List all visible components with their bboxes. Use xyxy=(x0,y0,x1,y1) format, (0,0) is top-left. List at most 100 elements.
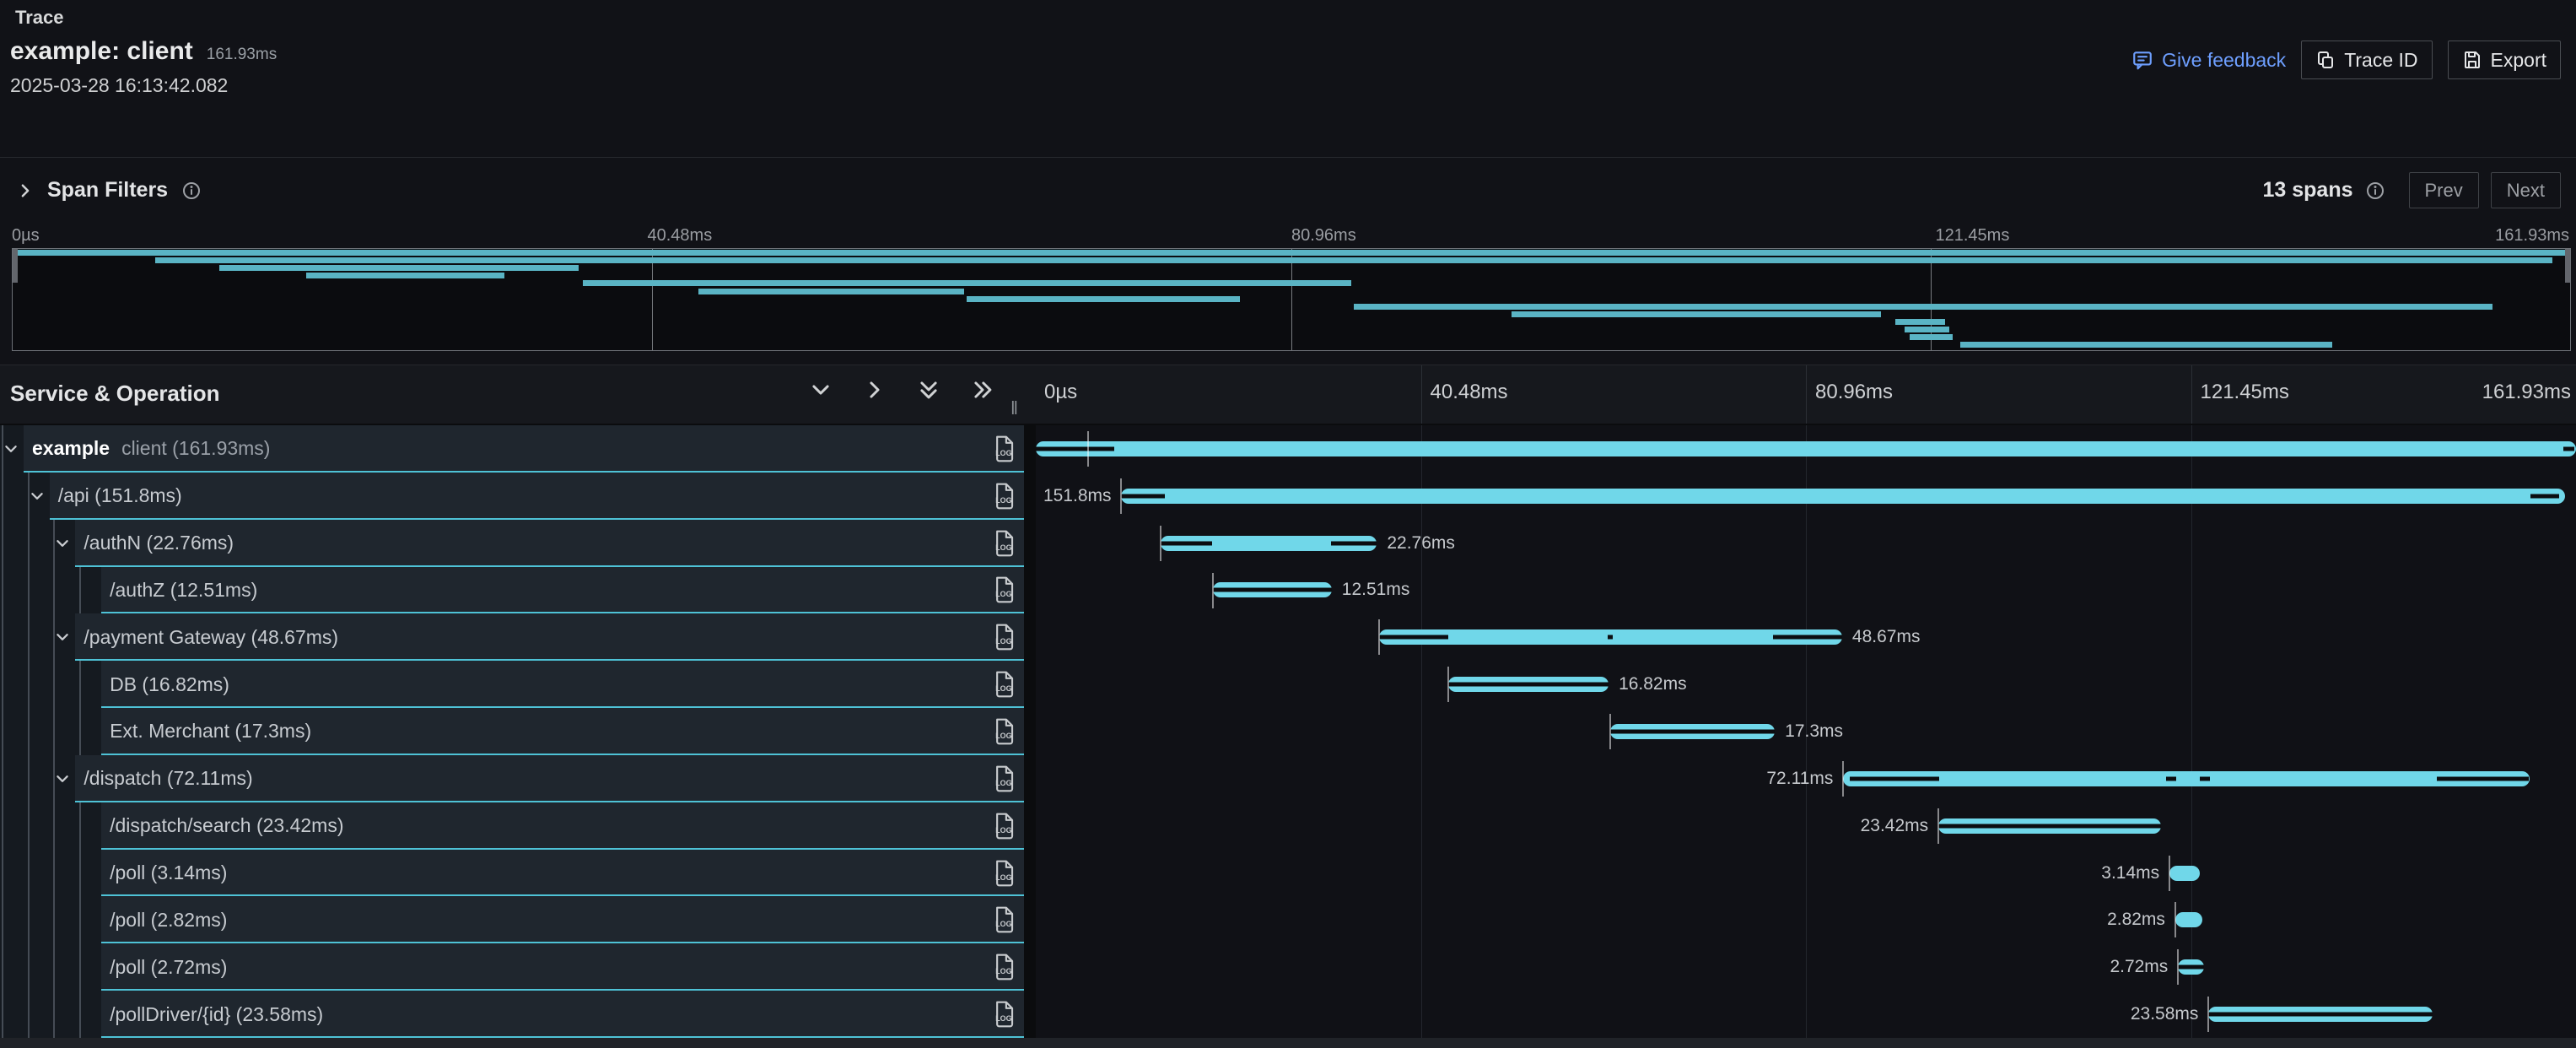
span-name-row[interactable]: /poll (2.72ms) LOG xyxy=(0,943,1024,991)
log-icon[interactable]: LOG xyxy=(992,624,1016,651)
span-bar[interactable] xyxy=(2178,959,2204,975)
span-bar[interactable] xyxy=(1448,677,1609,693)
span-duration-label: 23.42ms xyxy=(1860,815,1929,835)
span-bar[interactable] xyxy=(1036,440,2576,456)
minimap-tick-label: 121.45ms xyxy=(1935,226,2010,245)
span-start-tick xyxy=(1937,808,1940,844)
critical-path-segment xyxy=(2563,446,2575,451)
log-icon[interactable]: LOG xyxy=(992,765,1016,792)
minimap-right-handle[interactable] xyxy=(2565,249,2570,283)
log-icon[interactable]: LOG xyxy=(992,860,1016,886)
span-timeline-row[interactable]: 17.3ms xyxy=(1036,708,2576,755)
info-icon[interactable] xyxy=(181,181,202,201)
collapse-one-level-icon[interactable] xyxy=(864,379,886,401)
log-icon[interactable]: LOG xyxy=(992,813,1016,840)
minimap-span-bar xyxy=(1353,303,2492,310)
trace-minimap[interactable] xyxy=(12,248,2571,351)
log-icon[interactable]: LOG xyxy=(992,435,1016,462)
span-timeline-row[interactable]: 22.76ms xyxy=(1036,520,2576,567)
operation-name: /poll (2.72ms) xyxy=(110,955,228,978)
export-button[interactable]: Export xyxy=(2447,41,2561,79)
span-name-row[interactable]: example client (161.93ms) LOG xyxy=(0,425,1024,473)
minimap-gridline xyxy=(1931,249,1932,350)
indent-guide xyxy=(27,519,30,567)
operation-name: /poll (3.14ms) xyxy=(110,862,228,884)
span-bar[interactable] xyxy=(1843,770,2530,786)
span-name-row[interactable]: /poll (3.14ms) LOG xyxy=(0,849,1024,897)
span-timeline-row[interactable]: 2.82ms xyxy=(1036,896,2576,943)
span-bar[interactable] xyxy=(1379,629,1842,646)
span-timeline-row[interactable]: 72.11ms xyxy=(1036,755,2576,802)
span-timeline-row[interactable] xyxy=(1036,425,2576,473)
span-bar[interactable] xyxy=(2208,1007,2433,1023)
span-timeline-row[interactable]: 16.82ms xyxy=(1036,661,2576,708)
span-name-row[interactable]: DB (16.82ms) LOG xyxy=(0,661,1024,709)
timeline-gridline xyxy=(1806,425,1807,1038)
ruler-tick-label: 161.93ms xyxy=(2482,381,2571,403)
horizontal-scrollbar[interactable] xyxy=(0,1038,2576,1048)
span-name-row[interactable]: /dispatch/search (23.42ms) LOG xyxy=(0,802,1024,850)
indent-guide xyxy=(2,896,3,944)
log-icon[interactable]: LOG xyxy=(992,1001,1016,1028)
next-span-button[interactable]: Next xyxy=(2490,172,2561,208)
log-icon[interactable]: LOG xyxy=(992,671,1016,698)
span-bar[interactable] xyxy=(1160,535,1377,551)
log-icon[interactable]: LOG xyxy=(992,530,1016,556)
indent-guide xyxy=(27,708,30,755)
expand-one-level-icon[interactable] xyxy=(810,379,832,401)
chevron-down-icon[interactable] xyxy=(55,536,70,551)
chevron-down-icon[interactable] xyxy=(3,441,19,456)
critical-path-segment xyxy=(1850,776,1940,781)
span-timeline-row[interactable]: 23.58ms xyxy=(1036,991,2576,1038)
span-timeline-row[interactable]: 23.42ms xyxy=(1036,802,2576,850)
operation-name: client (161.93ms) xyxy=(121,437,271,460)
span-name-row[interactable]: /dispatch (72.11ms) LOG xyxy=(0,754,1024,802)
trace-id-button[interactable]: Trace ID xyxy=(2301,41,2433,79)
minimap-left-handle[interactable] xyxy=(13,249,18,283)
chevron-down-icon[interactable] xyxy=(55,771,70,786)
indent-gutter xyxy=(0,849,102,897)
chevron-down-icon[interactable] xyxy=(55,629,70,645)
span-timeline-row[interactable]: 3.14ms xyxy=(1036,850,2576,897)
info-icon[interactable] xyxy=(2365,181,2385,201)
minimap-tick-label: 0µs xyxy=(12,226,40,245)
span-timeline-row[interactable]: 12.51ms xyxy=(1036,567,2576,614)
collapse-all-icon[interactable] xyxy=(972,379,994,401)
chevron-down-icon[interactable] xyxy=(30,489,45,504)
span-bar[interactable] xyxy=(1212,582,1332,598)
svg-text:LOG: LOG xyxy=(995,543,1011,551)
span-name-row[interactable]: Ext. Merchant (17.3ms) LOG xyxy=(0,708,1024,755)
column-resize-handle[interactable]: ‖ xyxy=(1010,397,1021,419)
expand-all-icon[interactable] xyxy=(918,379,940,401)
svg-text:LOG: LOG xyxy=(995,920,1011,928)
prev-span-button[interactable]: Prev xyxy=(2408,172,2479,208)
span-bar[interactable] xyxy=(1938,818,2162,834)
span-timeline-row[interactable]: 2.72ms xyxy=(1036,943,2576,991)
span-bar[interactable] xyxy=(2175,912,2202,928)
chevron-right-icon[interactable] xyxy=(17,182,34,199)
span-filters-title[interactable]: Span Filters xyxy=(47,178,169,202)
span-name-row[interactable]: /api (151.8ms) LOG xyxy=(0,472,1024,520)
span-bar[interactable] xyxy=(2169,865,2200,881)
log-icon[interactable]: LOG xyxy=(992,906,1016,933)
indent-guide xyxy=(27,991,30,1038)
span-timeline-row[interactable]: 48.67ms xyxy=(1036,613,2576,661)
span-name-row[interactable]: /poll (2.82ms) LOG xyxy=(0,896,1024,944)
indent-gutter xyxy=(0,425,24,473)
indent-gutter xyxy=(0,943,102,991)
span-row-underline xyxy=(101,1035,1024,1038)
span-bar[interactable] xyxy=(1121,488,2566,504)
indent-guide xyxy=(2,661,3,709)
span-name-row[interactable]: /authZ (12.51ms) LOG xyxy=(0,566,1024,614)
log-icon[interactable]: LOG xyxy=(992,953,1016,980)
span-bar[interactable] xyxy=(1610,723,1776,739)
span-timeline-row[interactable]: 151.8ms xyxy=(1036,473,2576,520)
give-feedback-link[interactable]: Give feedback xyxy=(2131,49,2286,72)
log-icon[interactable]: LOG xyxy=(992,577,1016,603)
span-name-row[interactable]: /payment Gateway (48.67ms) LOG xyxy=(0,613,1024,662)
log-icon[interactable]: LOG xyxy=(992,718,1016,745)
span-name-row[interactable]: /pollDriver/{id} (23.58ms) LOG xyxy=(0,991,1024,1038)
give-feedback-label: Give feedback xyxy=(2162,48,2287,71)
log-icon[interactable]: LOG xyxy=(992,483,1016,510)
span-name-row[interactable]: /authN (22.76ms) LOG xyxy=(0,519,1024,567)
